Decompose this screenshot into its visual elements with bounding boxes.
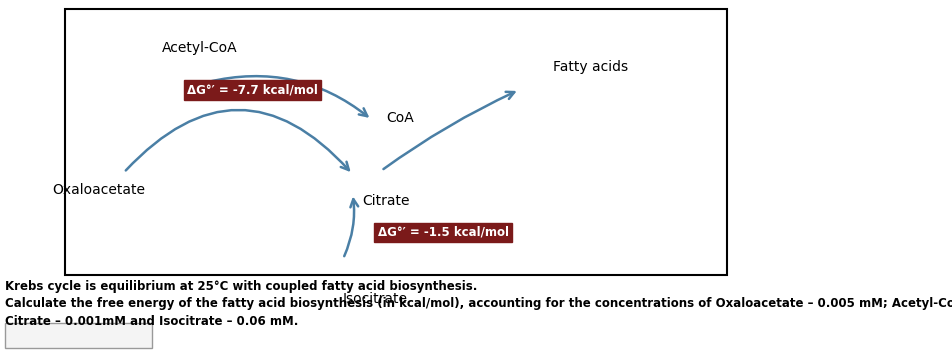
- Text: Citrate – 0.001mM and Isocitrate – 0.06 mM.: Citrate – 0.001mM and Isocitrate – 0.06 …: [5, 315, 298, 328]
- Text: CoA: CoA: [386, 111, 413, 125]
- Text: ΔG°′ = -1.5 kcal/mol: ΔG°′ = -1.5 kcal/mol: [377, 226, 508, 239]
- Text: ΔG°′ = -7.7 kcal/mol: ΔG°′ = -7.7 kcal/mol: [187, 83, 318, 96]
- Text: Calculate the free energy of the fatty acid biosynthesis (in kcal/mol), accounti: Calculate the free energy of the fatty a…: [5, 297, 952, 310]
- Text: Fatty acids: Fatty acids: [552, 60, 627, 74]
- Text: Isocitrate: Isocitrate: [343, 292, 407, 306]
- Text: Oxaloacetate: Oxaloacetate: [52, 183, 146, 197]
- Text: Krebs cycle is equilibrium at 25°C with coupled fatty acid biosynthesis.: Krebs cycle is equilibrium at 25°C with …: [5, 280, 477, 293]
- Text: Acetyl-CoA: Acetyl-CoA: [162, 40, 238, 55]
- Text: Citrate: Citrate: [362, 194, 409, 208]
- Bar: [5, 323, 152, 348]
- Bar: [65, 9, 726, 275]
